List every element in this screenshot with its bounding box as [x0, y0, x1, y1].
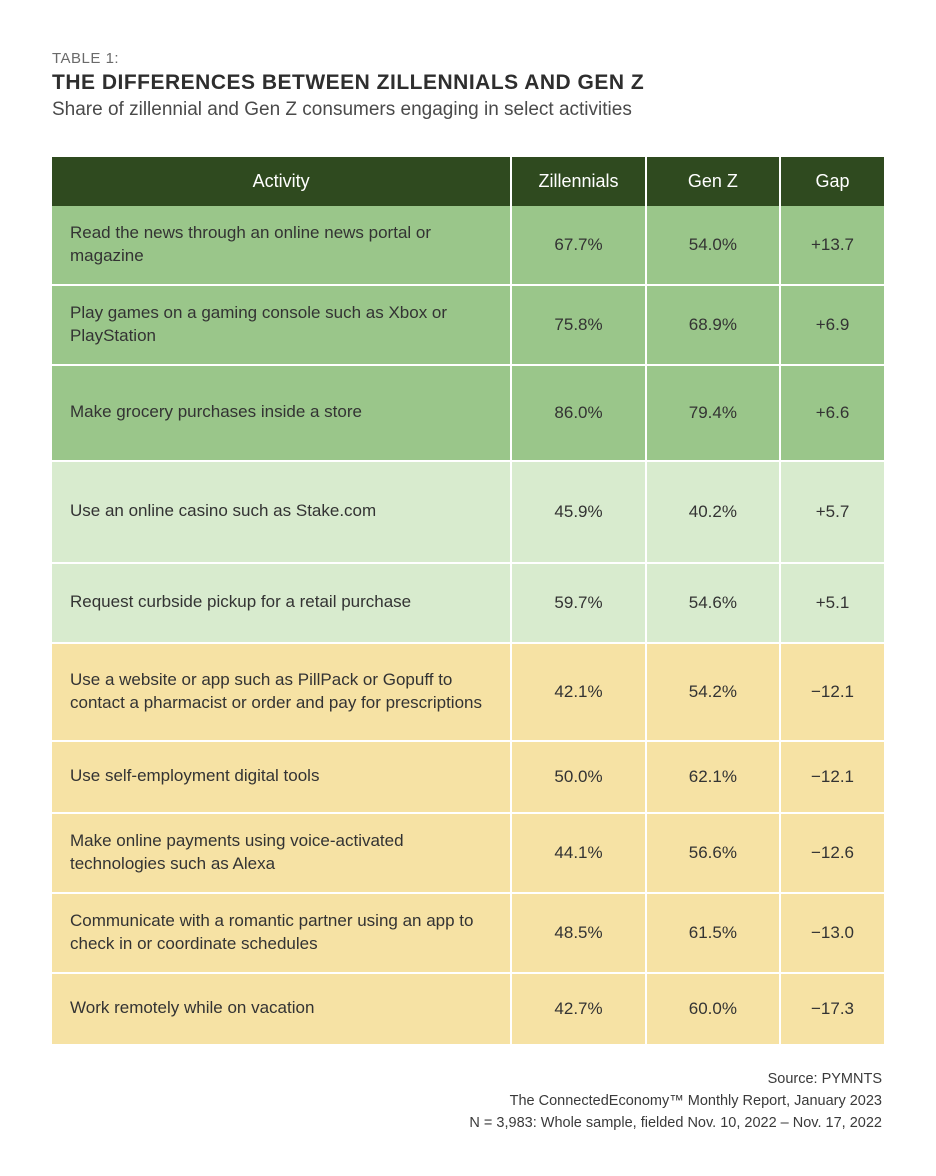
data-table: Activity Zillennials Gen Z Gap Read the … — [52, 157, 884, 1046]
cell-genz: 54.2% — [646, 643, 780, 741]
cell-gap: −12.1 — [780, 741, 884, 813]
footer-sample: N = 3,983: Whole sample, fielded Nov. 10… — [52, 1112, 882, 1134]
cell-activity: Read the news through an online news por… — [52, 206, 511, 285]
page: TABLE 1: THE DIFFERENCES BETWEEN ZILLENN… — [0, 0, 936, 1135]
cell-zillennials: 59.7% — [511, 563, 645, 643]
cell-gap: −13.0 — [780, 893, 884, 973]
table-body: Read the news through an online news por… — [52, 206, 884, 1045]
cell-activity: Play games on a gaming console such as X… — [52, 285, 511, 365]
cell-genz: 60.0% — [646, 973, 780, 1045]
cell-activity: Use self-employment digital tools — [52, 741, 511, 813]
cell-zillennials: 67.7% — [511, 206, 645, 285]
cell-gap: −17.3 — [780, 973, 884, 1045]
footer-source: Source: PYMNTS — [52, 1068, 882, 1090]
cell-activity: Make grocery purchases inside a store — [52, 365, 511, 461]
cell-activity: Use an online casino such as Stake.com — [52, 461, 511, 563]
table-kicker: TABLE 1: — [52, 50, 884, 67]
cell-genz: 54.0% — [646, 206, 780, 285]
cell-gap: −12.1 — [780, 643, 884, 741]
cell-gap: −12.6 — [780, 813, 884, 893]
table-row: Read the news through an online news por… — [52, 206, 884, 285]
table-row: Play games on a gaming console such as X… — [52, 285, 884, 365]
cell-zillennials: 75.8% — [511, 285, 645, 365]
cell-genz: 54.6% — [646, 563, 780, 643]
footer-report: The ConnectedEconomy™ Monthly Report, Ja… — [52, 1090, 882, 1112]
cell-gap: +6.9 — [780, 285, 884, 365]
cell-gap: +13.7 — [780, 206, 884, 285]
cell-zillennials: 42.7% — [511, 973, 645, 1045]
table-header-row: Activity Zillennials Gen Z Gap — [52, 157, 884, 206]
cell-genz: 61.5% — [646, 893, 780, 973]
cell-zillennials: 45.9% — [511, 461, 645, 563]
cell-genz: 56.6% — [646, 813, 780, 893]
table-row: Work remotely while on vacation42.7%60.0… — [52, 973, 884, 1045]
cell-activity: Make online payments using voice-activat… — [52, 813, 511, 893]
col-header-activity: Activity — [52, 157, 511, 206]
table-row: Request curbside pickup for a retail pur… — [52, 563, 884, 643]
col-header-genz: Gen Z — [646, 157, 780, 206]
table-row: Use an online casino such as Stake.com45… — [52, 461, 884, 563]
cell-genz: 62.1% — [646, 741, 780, 813]
cell-zillennials: 44.1% — [511, 813, 645, 893]
col-header-gap: Gap — [780, 157, 884, 206]
cell-activity: Work remotely while on vacation — [52, 973, 511, 1045]
table-title: THE DIFFERENCES BETWEEN ZILLENNIALS AND … — [52, 71, 884, 95]
table-row: Communicate with a romantic partner usin… — [52, 893, 884, 973]
table-row: Make online payments using voice-activat… — [52, 813, 884, 893]
cell-zillennials: 50.0% — [511, 741, 645, 813]
cell-gap: +5.1 — [780, 563, 884, 643]
cell-activity: Use a website or app such as PillPack or… — [52, 643, 511, 741]
cell-activity: Request curbside pickup for a retail pur… — [52, 563, 511, 643]
cell-genz: 40.2% — [646, 461, 780, 563]
cell-genz: 79.4% — [646, 365, 780, 461]
table-row: Use a website or app such as PillPack or… — [52, 643, 884, 741]
table-row: Make grocery purchases inside a store86.… — [52, 365, 884, 461]
cell-zillennials: 42.1% — [511, 643, 645, 741]
cell-gap: +6.6 — [780, 365, 884, 461]
cell-gap: +5.7 — [780, 461, 884, 563]
cell-genz: 68.9% — [646, 285, 780, 365]
cell-zillennials: 86.0% — [511, 365, 645, 461]
cell-activity: Communicate with a romantic partner usin… — [52, 893, 511, 973]
table-subtitle: Share of zillennial and Gen Z consumers … — [52, 99, 884, 121]
cell-zillennials: 48.5% — [511, 893, 645, 973]
table-row: Use self-employment digital tools50.0%62… — [52, 741, 884, 813]
table-footer: Source: PYMNTS The ConnectedEconomy™ Mon… — [52, 1068, 884, 1135]
col-header-zillennials: Zillennials — [511, 157, 645, 206]
